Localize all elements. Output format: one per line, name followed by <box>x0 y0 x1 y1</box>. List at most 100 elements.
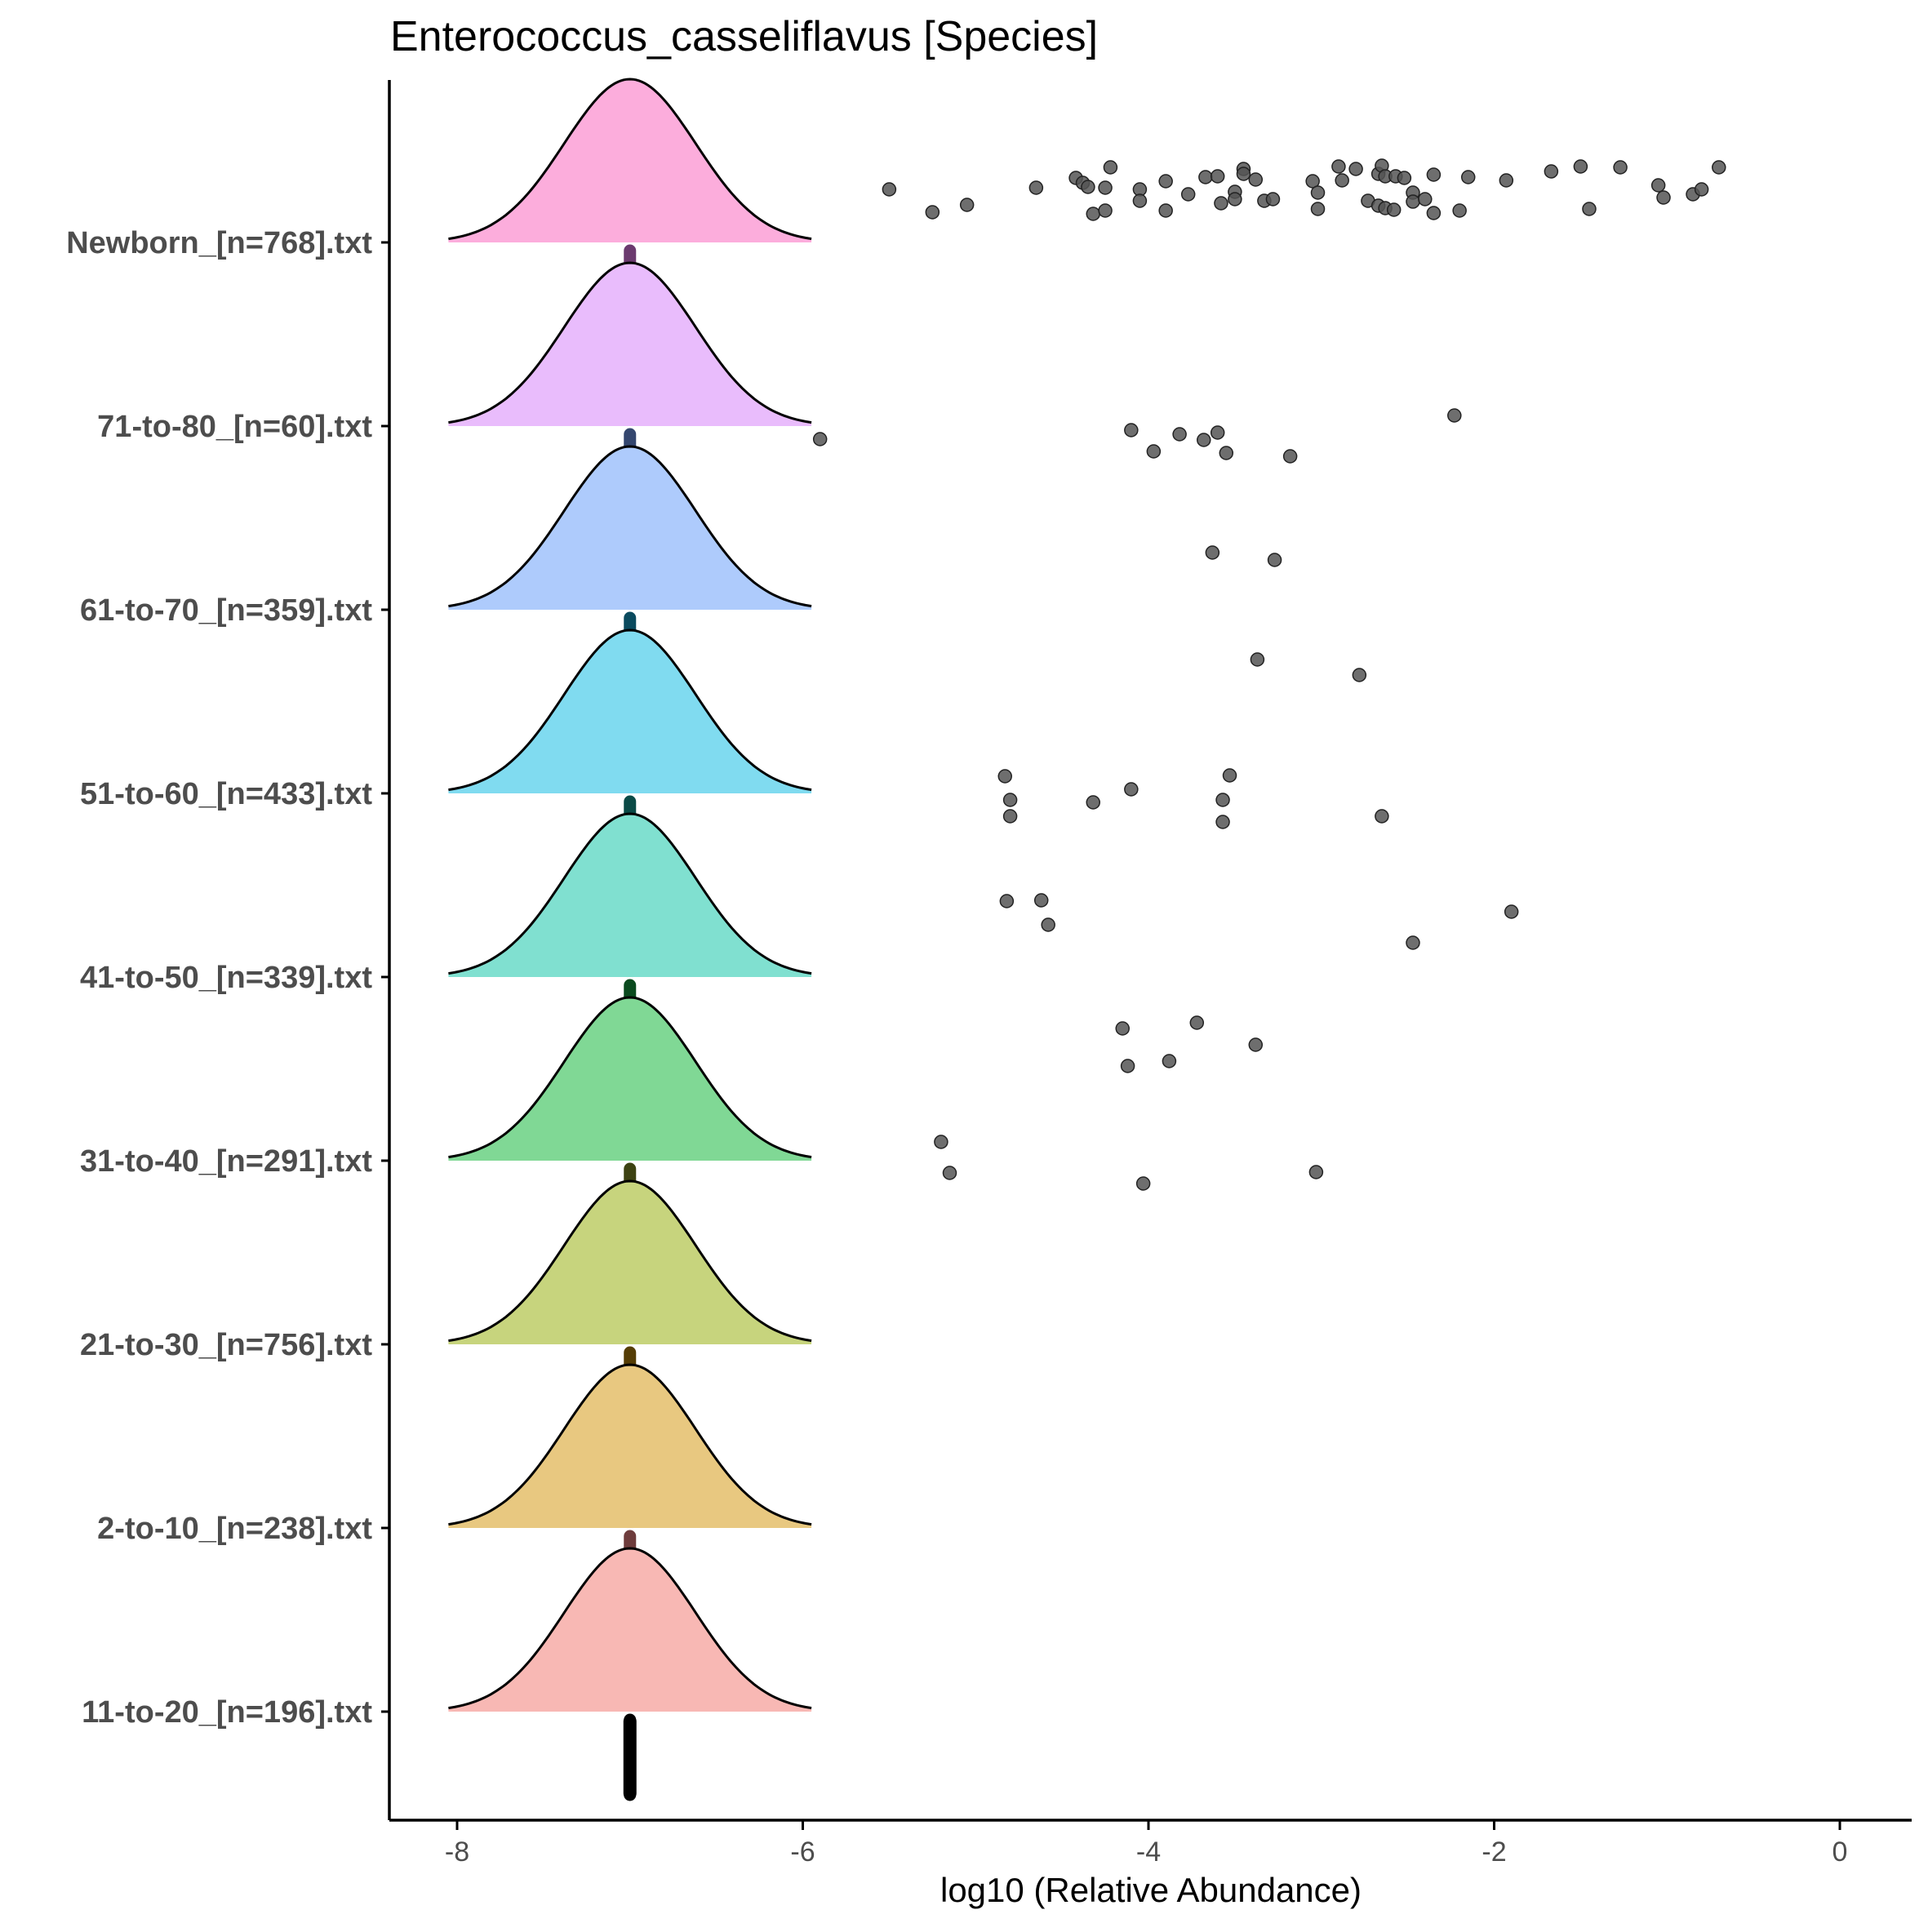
x-tick-label: -8 <box>445 1837 469 1868</box>
density-ridge <box>448 630 812 793</box>
density-outline <box>448 996 812 1159</box>
x-tick-label: 0 <box>1832 1837 1848 1868</box>
density-ridge <box>448 997 812 1161</box>
data-point <box>1120 1059 1135 1073</box>
density-ridge <box>448 446 812 610</box>
data-point <box>1222 768 1237 783</box>
density-ridge <box>448 263 812 426</box>
data-point <box>1426 167 1442 182</box>
data-point <box>1308 1165 1324 1179</box>
data-point <box>1028 180 1044 195</box>
density-ridge <box>448 1181 812 1344</box>
data-point <box>1250 652 1265 667</box>
data-point <box>1712 160 1726 175</box>
y-axis-label: 71-to-80_[n=60].txt <box>97 410 372 444</box>
data-point <box>1386 202 1402 217</box>
data-point <box>1002 809 1018 824</box>
data-point <box>934 1135 948 1149</box>
jitter-points <box>812 158 1726 1191</box>
data-point <box>1282 449 1298 464</box>
data-point <box>1086 795 1100 810</box>
data-point <box>1499 173 1514 188</box>
data-point <box>1544 164 1559 179</box>
density-ridge <box>448 814 812 977</box>
density-outline <box>448 261 812 424</box>
data-point <box>1310 185 1326 200</box>
data-point <box>1162 1054 1177 1068</box>
data-point <box>1180 187 1196 202</box>
density-outline <box>448 445 812 608</box>
data-point <box>1124 782 1139 797</box>
data-point <box>1098 180 1113 195</box>
data-point <box>812 432 828 446</box>
data-point <box>1310 202 1326 216</box>
data-point <box>1582 202 1597 216</box>
data-point <box>1228 192 1242 207</box>
data-point <box>1406 194 1420 209</box>
data-point <box>1041 917 1055 932</box>
data-point <box>1214 196 1228 211</box>
data-point <box>1210 425 1225 440</box>
data-point <box>1215 793 1230 807</box>
data-point <box>882 182 897 197</box>
x-axis-ticks: -8 -6 -4 -2 0 <box>445 1820 1848 1868</box>
x-axis-title: log10 (Relative Abundance) <box>940 1871 1362 1909</box>
density-ridges <box>448 78 812 1801</box>
y-axis-label: 61-to-70_[n=359].txt <box>80 593 372 628</box>
y-axis-label: 41-to-50_[n=339].txt <box>80 961 372 995</box>
data-point <box>959 198 975 212</box>
density-outline <box>448 1547 812 1710</box>
data-point <box>1447 408 1462 423</box>
data-point <box>1081 180 1095 194</box>
data-point <box>1460 170 1476 184</box>
data-point <box>999 894 1015 908</box>
data-point <box>1197 433 1211 447</box>
data-point <box>1033 893 1049 908</box>
data-point <box>1124 423 1139 437</box>
data-point <box>1002 793 1018 807</box>
data-point <box>1210 169 1225 184</box>
data-point <box>1215 815 1230 829</box>
y-axis-label: 51-to-60_[n=433].txt <box>80 777 372 811</box>
data-point <box>997 769 1012 784</box>
data-point <box>1418 192 1433 207</box>
data-point <box>1504 904 1519 919</box>
data-point <box>1694 182 1709 197</box>
x-tick-label: -4 <box>1136 1837 1161 1868</box>
chart-title: Enterococcus_casseliflavus [Species] <box>390 13 1098 60</box>
data-point <box>1205 545 1220 560</box>
data-point <box>1335 173 1349 188</box>
data-point <box>1656 190 1671 205</box>
data-point <box>1132 193 1148 208</box>
data-point <box>1158 174 1173 189</box>
x-tick-label: -2 <box>1482 1837 1506 1868</box>
data-point <box>1265 192 1281 207</box>
data-point <box>942 1166 957 1180</box>
data-point <box>1331 159 1346 174</box>
data-point <box>1248 172 1264 187</box>
data-point <box>1248 1037 1264 1052</box>
density-ridge <box>448 79 812 242</box>
y-axis-labels: Newborn_[n=768].txt 71-to-80_[n=60].txt 61… <box>66 226 389 1730</box>
density-ridge <box>448 1548 812 1712</box>
density-ridge <box>448 1365 812 1528</box>
data-point <box>1135 1176 1151 1191</box>
density-outline <box>448 628 812 792</box>
data-point <box>1452 203 1467 218</box>
data-point <box>1348 162 1363 176</box>
y-axis-label: 31-to-40_[n=291].txt <box>80 1144 372 1179</box>
density-outline <box>448 812 812 975</box>
data-point <box>1613 160 1628 175</box>
data-point <box>1573 159 1588 174</box>
data-point <box>1406 935 1420 950</box>
data-point <box>1158 203 1173 218</box>
data-point <box>1267 553 1282 567</box>
y-axis-label: Newborn_[n=768].txt <box>66 226 372 260</box>
data-point <box>1219 446 1234 460</box>
data-point <box>1115 1021 1130 1036</box>
data-point <box>1172 427 1187 442</box>
data-point <box>1352 668 1367 682</box>
x-tick-label: -6 <box>790 1837 815 1868</box>
data-point <box>1086 207 1100 221</box>
